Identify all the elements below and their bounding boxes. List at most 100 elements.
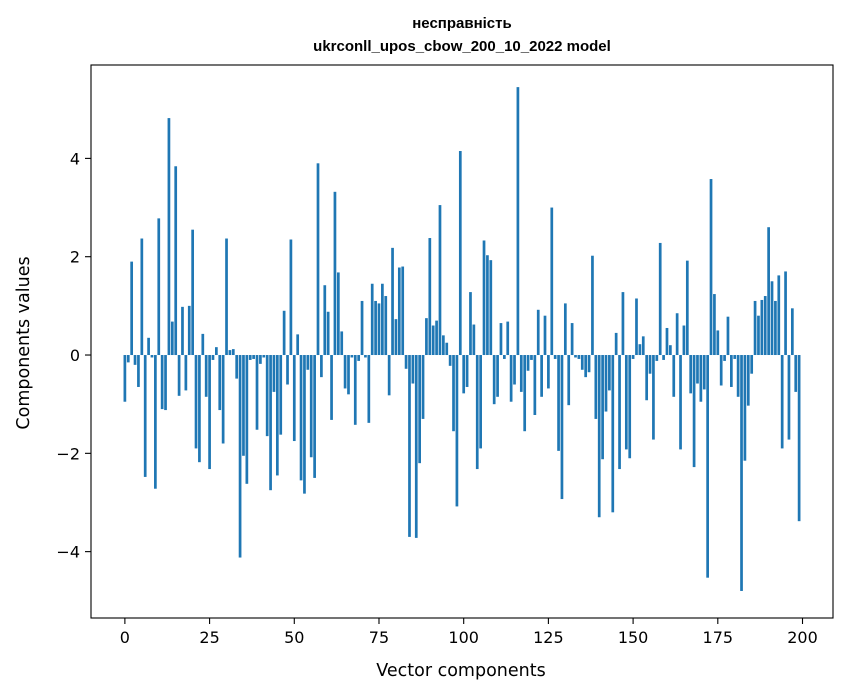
bar <box>730 355 733 387</box>
x-tick-label: 100 <box>448 628 479 647</box>
bar <box>242 355 245 456</box>
bar <box>164 355 167 411</box>
bar <box>489 260 493 356</box>
bars-group <box>123 87 801 591</box>
bar <box>723 355 726 361</box>
bar <box>208 355 211 470</box>
x-axis-ticks: 0 25 50 75 100 125 150 175 200 <box>120 618 818 647</box>
y-axis-label: Components values <box>14 256 34 429</box>
bar <box>279 355 283 435</box>
bar <box>218 355 222 411</box>
bar <box>702 355 706 390</box>
bar <box>201 333 205 356</box>
x-axis-label: Vector components <box>376 661 545 681</box>
bar <box>381 283 384 356</box>
bar <box>760 299 764 356</box>
bar <box>499 323 503 356</box>
bar <box>343 355 347 389</box>
plot-frame <box>90 64 834 619</box>
bar <box>479 355 482 449</box>
bar <box>357 355 361 361</box>
bar <box>570 323 574 356</box>
bar <box>608 355 611 391</box>
chart-title: несправність <box>412 15 511 32</box>
bar <box>638 344 642 356</box>
bar <box>591 255 594 356</box>
bar <box>496 355 499 397</box>
bar <box>150 355 154 358</box>
bar <box>787 355 791 440</box>
bar <box>530 355 533 360</box>
bar <box>794 355 798 392</box>
bar <box>336 272 340 356</box>
bar <box>557 355 560 451</box>
bar <box>235 355 239 379</box>
bar <box>513 355 516 385</box>
bar <box>143 355 147 477</box>
x-tick-label: 150 <box>618 628 649 647</box>
bar <box>675 313 679 356</box>
bar <box>326 311 330 356</box>
bar <box>743 355 747 461</box>
bar <box>486 255 489 356</box>
bar <box>303 355 306 494</box>
bar <box>726 316 730 356</box>
bar <box>130 261 134 356</box>
bar <box>652 355 655 440</box>
bar <box>567 355 571 406</box>
bar <box>428 238 432 356</box>
bar <box>780 355 784 449</box>
bar <box>414 355 418 538</box>
bar <box>604 355 608 412</box>
y-tick-label: 2 <box>70 248 80 267</box>
bar <box>350 355 354 358</box>
bar <box>255 355 259 430</box>
bar <box>584 355 588 378</box>
bar <box>262 355 266 358</box>
bar <box>177 355 181 396</box>
bar <box>767 227 770 356</box>
bar <box>248 355 252 360</box>
bar <box>435 320 438 356</box>
bar <box>753 300 757 356</box>
bar <box>353 355 357 425</box>
bar <box>597 355 601 518</box>
bar <box>662 355 665 360</box>
bar <box>187 305 191 356</box>
bar <box>733 355 737 359</box>
bar <box>448 355 452 366</box>
bar <box>631 355 635 359</box>
bar <box>181 306 184 356</box>
bar <box>560 355 564 500</box>
bar <box>648 355 652 374</box>
x-tick-label: 25 <box>199 628 219 647</box>
bar <box>360 300 364 356</box>
bar <box>286 355 289 385</box>
bar <box>757 315 760 356</box>
bar <box>523 355 527 432</box>
bar <box>624 355 628 450</box>
bar <box>655 355 659 361</box>
bar <box>465 355 469 387</box>
bar <box>740 355 743 591</box>
bar <box>123 355 127 402</box>
bar <box>170 321 174 356</box>
bar <box>685 260 689 356</box>
bar <box>401 266 405 356</box>
bar <box>587 355 591 373</box>
bar <box>458 151 462 356</box>
bar <box>611 355 615 513</box>
y-tick-label: 0 <box>70 346 80 365</box>
bar <box>736 355 740 397</box>
bar <box>763 296 767 356</box>
bar <box>198 355 201 463</box>
bar <box>519 355 523 392</box>
bar <box>323 285 327 356</box>
bar <box>746 355 750 406</box>
bar <box>272 355 276 392</box>
bar <box>679 355 682 450</box>
bar <box>204 355 208 397</box>
bar <box>296 334 300 356</box>
bar <box>404 355 408 369</box>
